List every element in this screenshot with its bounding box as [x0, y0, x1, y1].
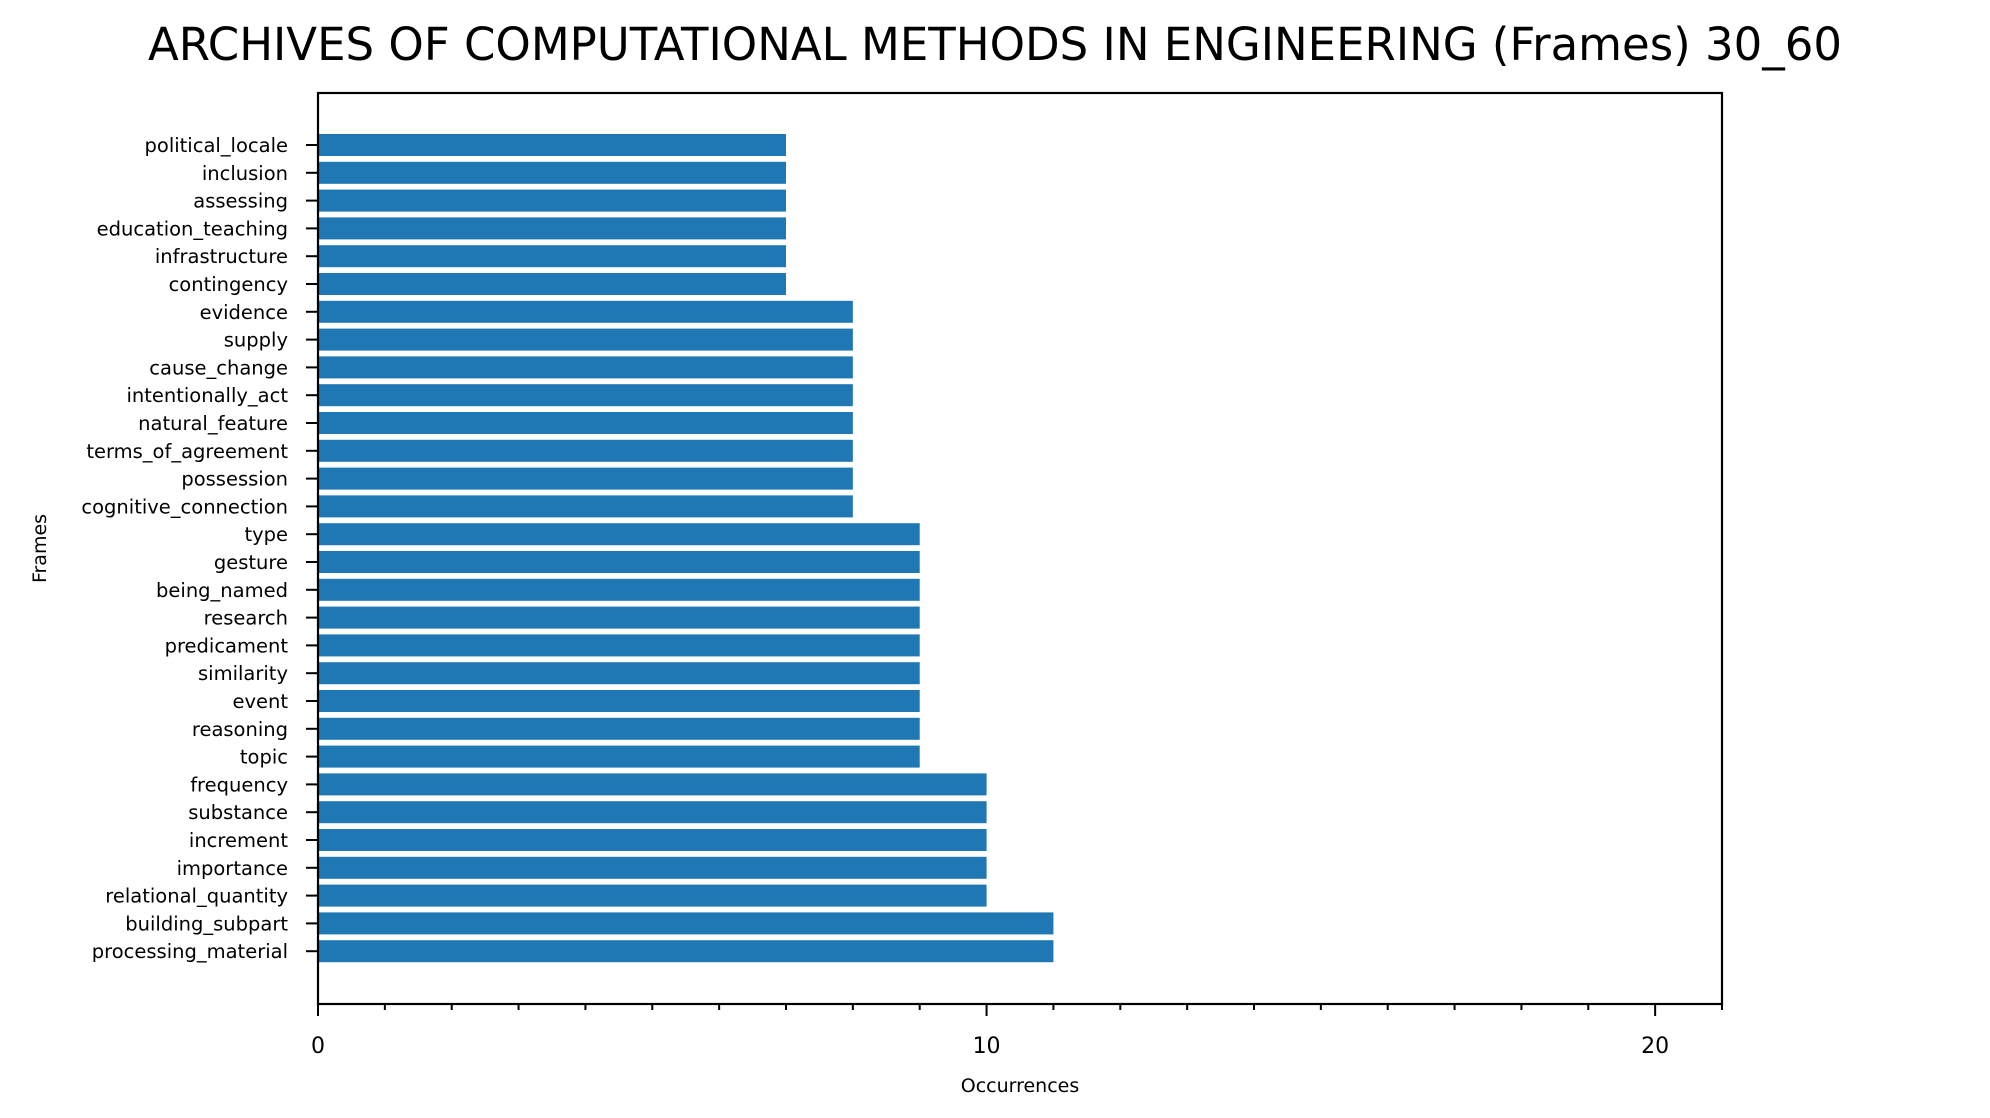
y-tick-label: similarity	[198, 662, 288, 685]
y-axis-label: Frames	[29, 514, 51, 583]
bar-political_locale	[318, 134, 786, 156]
y-tick-label: education_teaching	[97, 217, 288, 240]
y-tick-label: building_subpart	[125, 912, 288, 935]
y-tick-label: infrastructure	[155, 245, 288, 268]
y-tick-label: substance	[188, 801, 288, 824]
bar-event	[318, 690, 920, 712]
bar-building_subpart	[318, 912, 1054, 935]
y-tick-label: topic	[240, 746, 288, 769]
bar-importance	[318, 856, 987, 879]
bar-infrastructure	[318, 245, 786, 268]
bar-similarity	[318, 662, 920, 685]
bar-contingency	[318, 273, 786, 295]
bar-education_teaching	[318, 217, 786, 240]
y-tick-label: possession	[181, 468, 288, 491]
y-tick-label: terms_of_agreement	[86, 440, 288, 463]
bar-supply	[318, 328, 853, 351]
bar-substance	[318, 801, 987, 824]
bar-terms_of_agreement	[318, 439, 853, 462]
x-tick-label: 20	[1641, 1034, 1669, 1059]
bar-assessing	[318, 189, 786, 212]
y-tick-label: reasoning	[192, 718, 288, 741]
bar-natural_feature	[318, 412, 853, 434]
bar-frequency	[318, 773, 987, 796]
y-tick-label: gesture	[214, 551, 288, 574]
x-tick-label: 10	[973, 1034, 1001, 1059]
y-tick-label: event	[232, 690, 288, 713]
bars-group	[318, 134, 1054, 963]
y-tick-label: assessing	[193, 190, 288, 213]
bar-research	[318, 606, 920, 629]
bar-cognitive_connection	[318, 495, 853, 518]
bar-cause_change	[318, 356, 853, 379]
bar-predicament	[318, 634, 920, 657]
y-tick-label: processing_material	[92, 940, 288, 963]
y-tick-label: cognitive_connection	[81, 495, 288, 518]
y-tick-label: frequency	[190, 773, 288, 796]
y-tick-label: being_named	[156, 579, 288, 602]
y-axis-ticks: political_locale inclusion assessing educat…	[81, 134, 318, 963]
bar-processing_material	[318, 940, 1054, 963]
y-tick-label: importance	[177, 857, 288, 880]
y-tick-label: predicament	[165, 634, 289, 657]
y-tick-label: evidence	[200, 301, 288, 324]
y-tick-label: intentionally_act	[126, 384, 288, 407]
y-tick-label: inclusion	[202, 162, 288, 185]
bar-topic	[318, 745, 920, 768]
bar-gesture	[318, 551, 920, 573]
bar-inclusion	[318, 161, 786, 184]
y-tick-label: cause_change	[149, 356, 288, 379]
y-tick-label: type	[244, 523, 288, 546]
y-tick-label: political_locale	[145, 134, 288, 157]
y-tick-label: relational_quantity	[105, 885, 288, 908]
x-axis-ticks: 0 10 20	[311, 1004, 1723, 1059]
plot-frame	[316, 91, 1724, 1006]
y-tick-label: research	[204, 607, 288, 630]
bar-evidence	[318, 300, 853, 323]
x-axis-label: Occurrences	[961, 1075, 1080, 1097]
bar-relational_quantity	[318, 884, 987, 907]
bar-intentionally_act	[318, 384, 853, 407]
bar-possession	[318, 467, 853, 490]
x-tick-label: 0	[311, 1034, 325, 1059]
y-tick-label: increment	[189, 829, 288, 852]
chart-title: ARCHIVES OF COMPUTATIONAL METHODS IN ENG…	[147, 18, 1843, 71]
y-tick-label: natural_feature	[138, 412, 288, 435]
bar-type	[318, 523, 920, 546]
bar-being_named	[318, 578, 920, 601]
bar-reasoning	[318, 717, 920, 740]
y-tick-label: contingency	[169, 273, 288, 296]
bar-increment	[318, 829, 987, 851]
y-tick-label: supply	[224, 329, 288, 352]
